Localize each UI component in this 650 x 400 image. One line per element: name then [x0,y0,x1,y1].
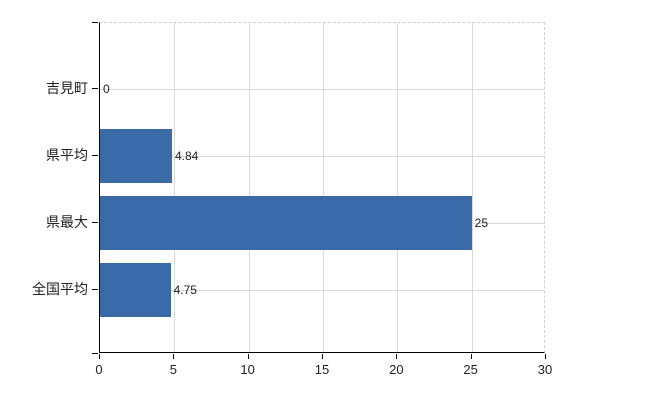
category-label: 県平均 [46,147,88,163]
x-axis-tick-label: 30 [537,362,553,377]
bar [100,196,472,250]
category-label: 全国平均 [32,281,88,297]
bar [100,263,171,317]
x-axis-tick-label: 20 [389,362,404,377]
x-axis-tick-label: 5 [169,362,177,377]
y-axis-end-tick [92,353,98,354]
x-axis-tick [247,354,249,359]
x-axis-tick [545,354,546,359]
bar-value-label: 0 [103,82,110,96]
category-guide-line [100,290,544,291]
category-guide-line [100,89,544,90]
vertical-gridline [174,23,176,352]
category-guide-line [100,156,544,157]
x-axis-tick [396,354,398,359]
category-label: 県最大 [46,214,88,230]
x-axis-tick [322,354,323,359]
bar-value-label: 4.75 [173,283,197,297]
vertical-gridline [471,23,473,352]
plot-area: 0 4.84 25 4.75 [99,22,545,353]
x-axis-tick-label: 0 [95,362,103,377]
x-axis-tick [173,354,175,359]
vertical-gridline [397,23,399,352]
x-axis-tick [99,354,100,359]
bar-value-label: 25 [474,216,489,230]
vertical-gridline [248,23,250,352]
bar-value-label: 4.84 [174,149,199,163]
vertical-gridline [323,23,324,352]
x-axis-tick-label: 10 [240,362,255,377]
y-axis-tick [92,155,98,156]
y-axis-tick [92,88,98,89]
x-axis-tick-label: 15 [314,362,330,377]
bar [100,129,172,183]
x-axis-tick [470,354,472,359]
y-axis-tick [92,222,98,223]
y-axis-tick [92,289,98,290]
y-axis-end-tick [92,22,98,23]
x-axis-tick-label: 25 [463,362,478,377]
category-label: 吉見町 [46,80,88,96]
